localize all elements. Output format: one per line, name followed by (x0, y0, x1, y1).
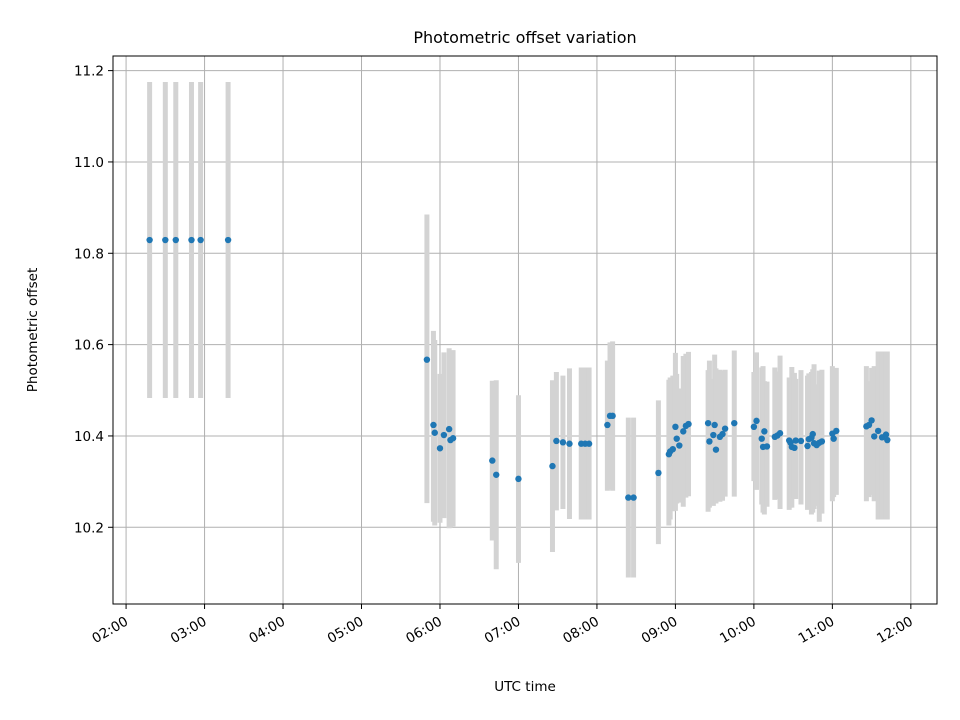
data-point (874, 427, 882, 435)
data-point (882, 431, 890, 438)
data-point (731, 419, 738, 427)
data-point (669, 445, 676, 453)
data-point (489, 457, 496, 464)
data-point (685, 420, 692, 428)
y-tick-label: 10.8 (74, 246, 104, 262)
data-point (830, 435, 837, 442)
data-point (761, 428, 768, 435)
data-point (710, 431, 717, 439)
data-point (719, 430, 726, 438)
data-point (162, 236, 169, 244)
grid (113, 56, 937, 604)
data-point (609, 412, 616, 420)
data-point (431, 429, 438, 436)
data-point (763, 443, 771, 450)
plot-area (113, 56, 937, 604)
y-tick-label: 10.6 (74, 338, 104, 354)
data-point (549, 462, 556, 470)
data-point (868, 417, 875, 424)
data-point (753, 417, 760, 425)
data-point (515, 475, 522, 483)
data-point (673, 435, 680, 442)
data-point (758, 435, 765, 442)
data-point (792, 437, 799, 444)
data-point (884, 436, 891, 444)
data-point (706, 438, 713, 445)
chart-title: Photometric offset variation (413, 28, 636, 47)
data-point (871, 433, 878, 440)
data-point (585, 440, 593, 447)
data-point (676, 442, 683, 449)
data-point (188, 236, 195, 244)
data-point (776, 430, 784, 437)
data-points (146, 236, 891, 501)
data-point (445, 425, 453, 433)
y-tick-label: 10.4 (74, 429, 104, 445)
x-axis-label: UTC time (494, 679, 556, 695)
data-point (449, 435, 457, 442)
data-point (604, 421, 611, 429)
y-tick-label: 11.2 (74, 64, 104, 80)
data-point (436, 445, 444, 452)
data-point (630, 494, 637, 501)
data-point (791, 444, 798, 452)
data-point (818, 438, 826, 445)
data-point (833, 427, 840, 435)
data-point (430, 421, 437, 429)
y-axis-label: Photometric offset (25, 268, 41, 392)
data-point (797, 437, 805, 445)
data-point (224, 236, 232, 244)
data-point (423, 356, 431, 363)
data-point (721, 425, 729, 432)
data-point (559, 439, 567, 446)
data-point (625, 494, 632, 501)
data-point (566, 440, 573, 447)
data-point (809, 430, 816, 438)
data-point (672, 423, 679, 431)
y-axis: 10.2 10.4 10.6 10.8 11.0 11.2 (74, 64, 113, 536)
plot-frame (112, 55, 938, 605)
data-point (172, 236, 179, 244)
data-point (553, 437, 560, 445)
data-point (197, 236, 204, 244)
data-point (493, 471, 500, 478)
data-point (655, 469, 662, 477)
data-point (680, 428, 687, 435)
data-point (704, 419, 712, 427)
y-tick-label: 10.2 (74, 520, 104, 536)
data-point (712, 446, 720, 453)
data-point (440, 431, 448, 439)
data-point (711, 421, 718, 429)
data-point (146, 236, 153, 244)
data-point (804, 442, 811, 450)
data-point (750, 423, 758, 431)
y-tick-label: 11.0 (74, 155, 104, 171)
